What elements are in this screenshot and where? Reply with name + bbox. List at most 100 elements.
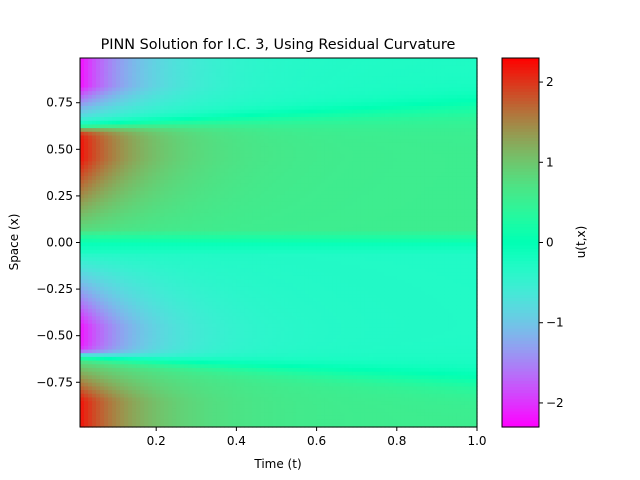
heatmap-cell [260, 227, 266, 233]
heatmap-cell [256, 319, 262, 325]
heatmap-cell [172, 364, 177, 369]
heatmap-cell [268, 146, 274, 151]
heatmap-cell [164, 338, 169, 343]
heatmap-cell [240, 179, 246, 185]
heatmap-cell [164, 65, 169, 70]
heatmap-cell [200, 283, 205, 288]
heatmap-cell [236, 124, 241, 129]
heatmap-cell [92, 231, 97, 236]
heatmap-cell [144, 386, 149, 391]
heatmap-cell [156, 113, 161, 118]
heatmap-cell [184, 165, 189, 170]
heatmap-cell [148, 397, 153, 402]
heatmap-cell [276, 390, 282, 395]
heatmap-cell [208, 253, 213, 258]
heatmap-cell [92, 371, 97, 376]
heatmap-cell [144, 109, 149, 114]
heatmap-cell [216, 69, 221, 74]
heatmap-cell [192, 172, 197, 177]
heatmap-cell [144, 190, 149, 196]
heatmap-cell [164, 135, 169, 140]
heatmap-cell [80, 242, 85, 247]
heatmap-cell [216, 397, 221, 402]
heatmap-cell [136, 345, 141, 351]
heatmap-cell [268, 415, 274, 421]
heatmap-cell [236, 190, 241, 196]
heatmap-cell [252, 290, 258, 295]
heatmap-cell [220, 294, 225, 299]
heatmap-cell [140, 224, 145, 229]
heatmap-cell [184, 176, 189, 181]
heatmap-cell [160, 386, 165, 391]
heatmap-cell [156, 235, 161, 240]
heatmap-cell [100, 72, 105, 78]
heatmap-cell [116, 412, 121, 417]
heatmap-cell [156, 124, 161, 129]
heatmap-cell [152, 69, 157, 74]
heatmap-cell [260, 201, 266, 207]
heatmap-cell [212, 209, 217, 214]
heatmap-cell [256, 179, 262, 185]
heatmap-cell [140, 161, 145, 166]
heatmap-cell [168, 342, 173, 347]
heatmap-cell [240, 364, 246, 369]
heatmap-cell [252, 371, 258, 376]
heatmap-cell [140, 135, 145, 140]
heatmap-cell [204, 423, 209, 428]
heatmap-cell [100, 187, 105, 192]
heatmap-cell [156, 382, 161, 388]
heatmap-cell [216, 224, 221, 229]
heatmap-cell [156, 117, 161, 122]
heatmap-cell [188, 209, 193, 214]
heatmap-cell [188, 290, 193, 295]
heatmap-cell [268, 390, 274, 395]
heatmap-cell [108, 268, 113, 273]
heatmap-cell [176, 305, 181, 310]
heatmap-cell [248, 98, 254, 103]
heatmap-cell [140, 379, 145, 384]
heatmap-cell [168, 379, 173, 384]
heatmap-cell [160, 201, 165, 207]
heatmap-cell [244, 364, 250, 369]
heatmap-cell [100, 216, 105, 221]
heatmap-cell [208, 338, 213, 343]
heatmap-cell [208, 190, 213, 196]
heatmap-cell [96, 176, 101, 181]
heatmap-cell [88, 283, 93, 288]
heatmap-cell [136, 80, 141, 85]
heatmap-cell [208, 360, 213, 365]
heatmap-cell [168, 334, 173, 340]
heatmap-cell [92, 379, 97, 384]
heatmap-cell [164, 238, 169, 244]
heatmap-cell [268, 80, 274, 85]
heatmap-cell [120, 165, 125, 170]
heatmap-cell [156, 323, 161, 328]
heatmap-cell [100, 419, 105, 424]
heatmap-cell [108, 290, 113, 295]
heatmap-cell [132, 301, 137, 306]
heatmap-cell [116, 69, 121, 74]
heatmap-cell [248, 283, 254, 288]
heatmap-cell [116, 253, 121, 258]
heatmap-cell [204, 238, 209, 244]
heatmap-cell [108, 131, 113, 137]
heatmap-cell [120, 176, 125, 181]
heatmap-cell [224, 80, 229, 85]
heatmap-cell [88, 209, 93, 214]
heatmap-cell [228, 205, 233, 210]
heatmap-cell [216, 98, 221, 103]
heatmap-cell [184, 242, 189, 247]
heatmap-cell [92, 165, 97, 170]
heatmap-cell [124, 386, 129, 391]
heatmap-cell [104, 415, 109, 421]
heatmap-cell [156, 105, 161, 111]
heatmap-cell [92, 275, 97, 280]
heatmap-cell [164, 408, 169, 413]
heatmap-cell [136, 153, 141, 159]
heatmap-cell [168, 238, 173, 244]
heatmap-cell [176, 61, 181, 66]
heatmap-cell [248, 69, 254, 74]
heatmap-cell [132, 102, 137, 107]
heatmap-cell [220, 105, 225, 111]
heatmap-cell [148, 102, 153, 107]
